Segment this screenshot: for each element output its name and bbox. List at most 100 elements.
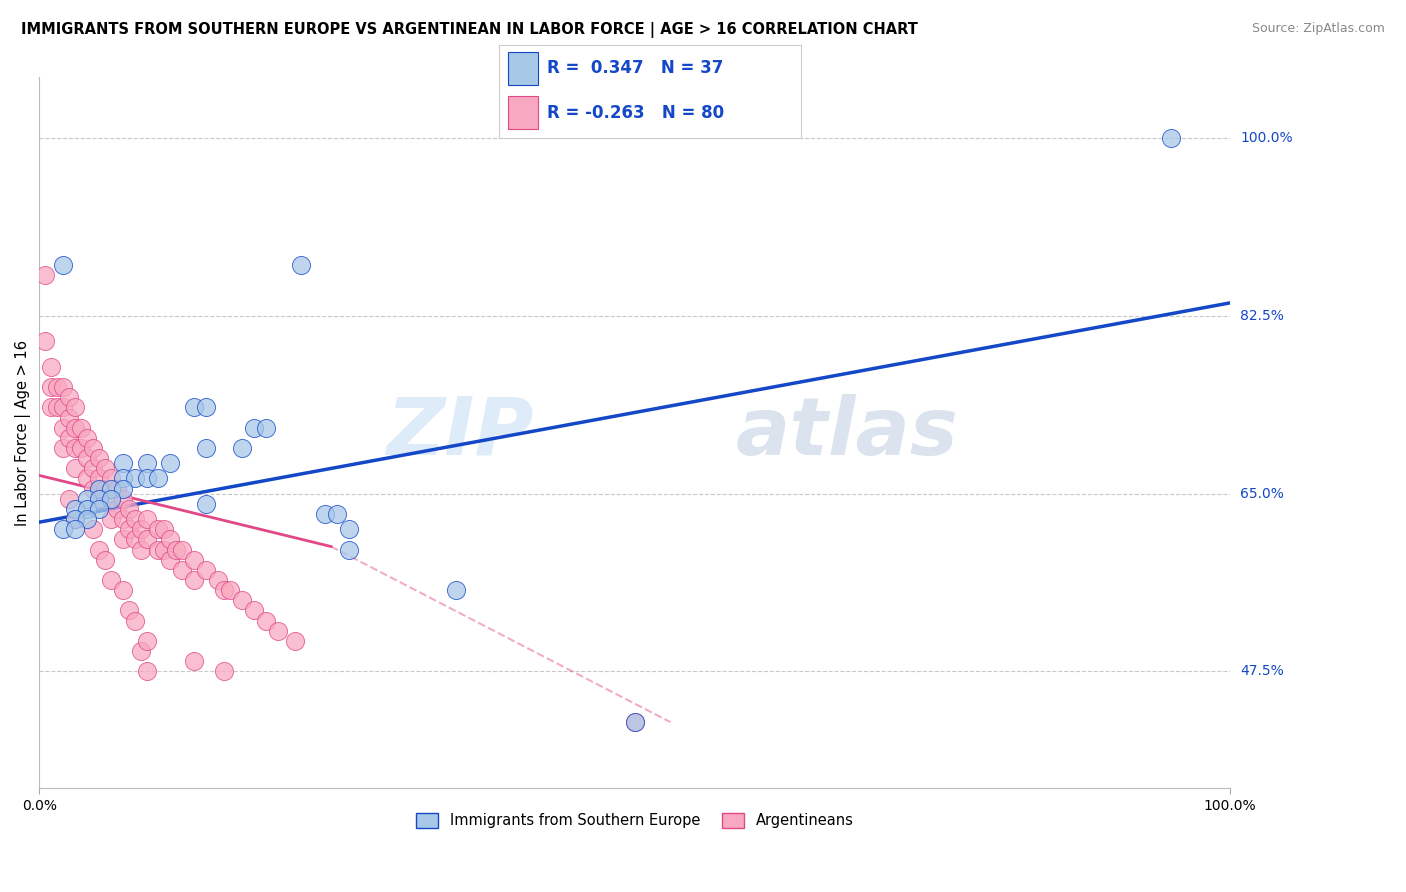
Point — [100, 482, 122, 496]
Point — [183, 654, 205, 668]
Point — [218, 583, 240, 598]
Point — [153, 522, 176, 536]
Point — [63, 461, 86, 475]
Point — [63, 512, 86, 526]
Point — [63, 441, 86, 455]
Point — [231, 593, 253, 607]
Point — [118, 502, 141, 516]
Point — [231, 441, 253, 455]
Point — [63, 401, 86, 415]
Point — [290, 258, 312, 272]
Point — [242, 421, 264, 435]
Point — [52, 421, 75, 435]
Text: 47.5%: 47.5% — [1240, 665, 1284, 679]
Point — [118, 522, 141, 536]
Point — [337, 542, 360, 557]
Text: IMMIGRANTS FROM SOUTHERN EUROPE VS ARGENTINEAN IN LABOR FORCE | AGE > 16 CORRELA: IMMIGRANTS FROM SOUTHERN EUROPE VS ARGEN… — [21, 22, 918, 38]
Point — [100, 512, 122, 526]
Point — [94, 552, 117, 566]
Point — [46, 401, 69, 415]
FancyBboxPatch shape — [508, 96, 538, 129]
Point — [1160, 131, 1182, 145]
Point — [284, 634, 307, 648]
Text: 100.0%: 100.0% — [1240, 131, 1292, 145]
FancyBboxPatch shape — [508, 52, 538, 85]
Point — [58, 390, 80, 404]
Point — [195, 563, 218, 577]
Text: Source: ZipAtlas.com: Source: ZipAtlas.com — [1251, 22, 1385, 36]
Point — [82, 522, 104, 536]
Point — [135, 665, 157, 679]
Point — [165, 542, 187, 557]
Point — [87, 482, 110, 496]
Point — [444, 583, 467, 598]
Point — [159, 552, 181, 566]
Point — [111, 491, 134, 506]
Point — [58, 491, 80, 506]
Point — [195, 401, 218, 415]
Point — [63, 502, 86, 516]
Point — [623, 715, 645, 730]
Point — [52, 522, 75, 536]
Point — [172, 563, 194, 577]
Point — [58, 410, 80, 425]
Point — [118, 603, 141, 617]
Point — [82, 461, 104, 475]
Point — [183, 401, 205, 415]
Point — [34, 268, 56, 283]
Point — [100, 471, 122, 485]
Point — [135, 634, 157, 648]
Point — [254, 421, 277, 435]
Point — [124, 512, 146, 526]
Point — [172, 542, 194, 557]
Point — [111, 471, 134, 485]
Point — [63, 512, 86, 526]
Point — [148, 471, 170, 485]
Point — [52, 258, 75, 272]
Point — [52, 441, 75, 455]
Point — [76, 512, 98, 526]
Point — [52, 380, 75, 394]
Point — [63, 522, 86, 536]
Point — [76, 502, 98, 516]
Point — [46, 380, 69, 394]
Point — [52, 401, 75, 415]
Point — [87, 491, 110, 506]
Point — [135, 533, 157, 547]
Point — [266, 624, 288, 638]
Point — [623, 715, 645, 730]
Point — [212, 583, 235, 598]
Point — [105, 502, 128, 516]
Point — [87, 451, 110, 466]
Point — [124, 614, 146, 628]
Point — [254, 614, 277, 628]
Point — [87, 542, 110, 557]
Point — [58, 431, 80, 445]
Point — [314, 507, 336, 521]
Point — [124, 471, 146, 485]
Point — [105, 482, 128, 496]
Point — [100, 491, 122, 506]
Point — [195, 497, 218, 511]
Point — [111, 456, 134, 470]
Text: atlas: atlas — [735, 393, 959, 472]
Point — [111, 482, 134, 496]
Y-axis label: In Labor Force | Age > 16: In Labor Force | Age > 16 — [15, 340, 31, 525]
Point — [337, 522, 360, 536]
Point — [87, 471, 110, 485]
Point — [111, 533, 134, 547]
Text: 65.0%: 65.0% — [1240, 487, 1284, 500]
Point — [129, 522, 152, 536]
Point — [39, 401, 62, 415]
Point — [242, 603, 264, 617]
Point — [94, 461, 117, 475]
Point — [34, 334, 56, 349]
Point — [195, 441, 218, 455]
Point — [129, 542, 152, 557]
Point — [111, 583, 134, 598]
Text: 82.5%: 82.5% — [1240, 309, 1284, 323]
Point — [326, 507, 349, 521]
Point — [39, 359, 62, 374]
Point — [76, 471, 98, 485]
Point — [111, 512, 134, 526]
